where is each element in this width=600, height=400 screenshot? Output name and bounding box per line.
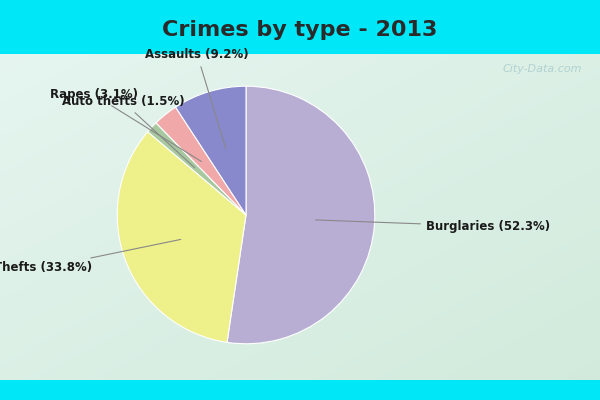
Text: Assaults (9.2%): Assaults (9.2%) (145, 48, 249, 148)
Wedge shape (117, 132, 246, 342)
Text: Burglaries (52.3%): Burglaries (52.3%) (316, 220, 550, 233)
Text: Rapes (3.1%): Rapes (3.1%) (50, 88, 202, 162)
Wedge shape (156, 107, 246, 215)
Wedge shape (227, 86, 375, 344)
Wedge shape (176, 86, 246, 215)
Text: Crimes by type - 2013: Crimes by type - 2013 (163, 20, 437, 40)
Text: Auto thefts (1.5%): Auto thefts (1.5%) (62, 95, 195, 168)
Text: Thefts (33.8%): Thefts (33.8%) (0, 240, 181, 274)
Text: City-Data.com: City-Data.com (503, 64, 582, 74)
Wedge shape (148, 123, 246, 215)
